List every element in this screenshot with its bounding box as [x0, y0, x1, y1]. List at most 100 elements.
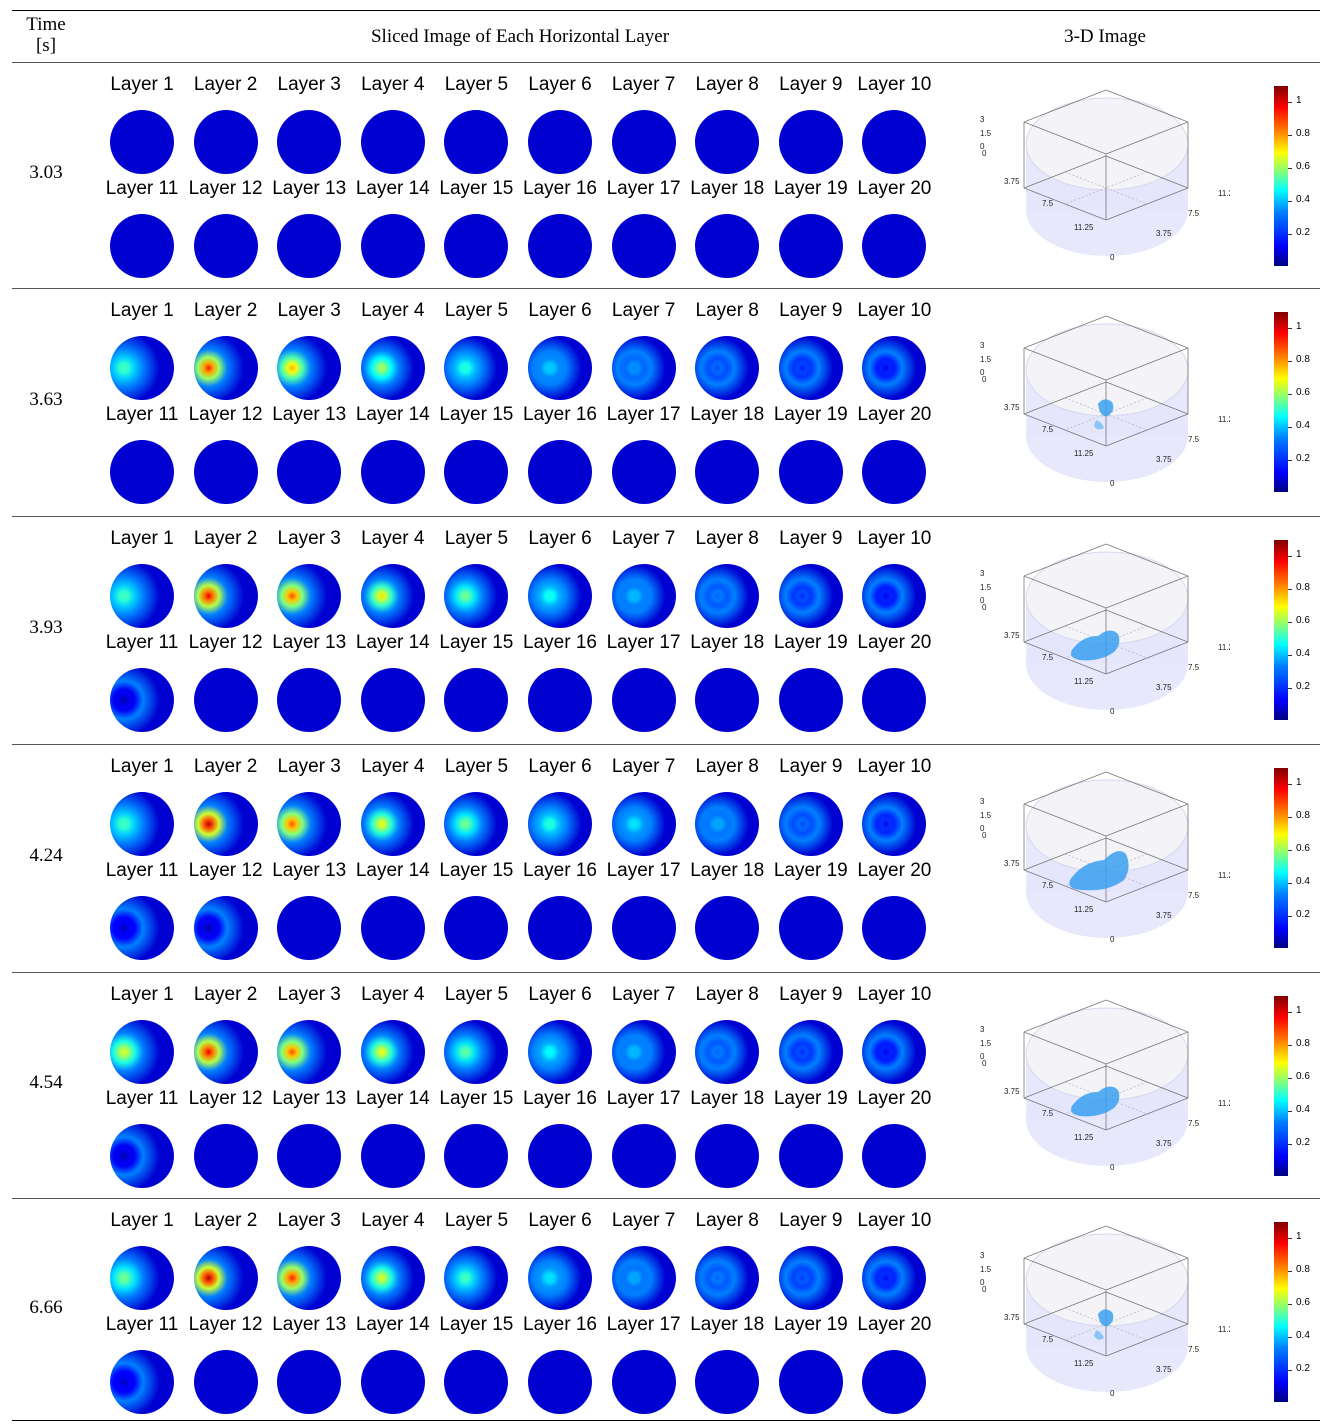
layer-slice-image	[862, 564, 927, 628]
layer-label: Layer 18	[690, 632, 765, 653]
layer-slice-image	[444, 668, 509, 732]
y-tick-label: 0	[1110, 935, 1115, 944]
layer-slice-image	[611, 336, 676, 400]
colorbar-tick-label: 0.4	[1296, 194, 1310, 205]
layer-slice-image	[611, 214, 676, 278]
layer-label: Layer 7	[611, 300, 676, 321]
colorbar-tick-label: 0.4	[1296, 1330, 1310, 1341]
layer-label: Layer 13	[272, 178, 347, 199]
colorbar-tick-mark	[1288, 135, 1292, 136]
layer-slice-image	[862, 792, 927, 856]
colorbar-tick-label: 1	[1296, 95, 1302, 106]
x-tick-label: 3.75	[1004, 631, 1020, 640]
colorbar	[1274, 312, 1288, 492]
layer-slice-image	[360, 564, 425, 628]
x-tick-label: 0	[982, 149, 987, 158]
colorbar-tick-mark	[1288, 655, 1292, 656]
layer-slice-image	[695, 1124, 760, 1188]
layer-label: Layer 1	[110, 1210, 174, 1231]
layer-label: Layer 5	[444, 528, 509, 549]
z-tick-label: 3	[980, 797, 985, 806]
colorbar-tick-mark	[1288, 234, 1292, 235]
colorbar-tick-label: 1	[1296, 549, 1302, 560]
layer-label: Layer 15	[439, 404, 514, 425]
layer-slice-image	[778, 1350, 843, 1414]
layer-slice-image	[277, 440, 342, 504]
colorbar-tick-label: 0.4	[1296, 1104, 1310, 1115]
layer-slice-image	[528, 1124, 592, 1188]
colorbar-tick-mark	[1288, 1078, 1292, 1079]
layer-slice-image	[110, 110, 174, 174]
colorbar-tick-mark	[1288, 784, 1292, 785]
layer-slice-image	[778, 336, 843, 400]
cylinder-bottom	[1026, 1074, 1188, 1166]
layer-label: Layer 18	[690, 1088, 765, 1109]
colorbar-tick-label: 0.8	[1296, 1264, 1310, 1275]
y-tick-label: 3.75	[1156, 455, 1172, 464]
colorbar	[1274, 86, 1288, 266]
layer-slice-image	[862, 1350, 927, 1414]
layer-slice-image	[611, 1124, 676, 1188]
layer-slice-image	[695, 1246, 760, 1310]
colorbar	[1274, 1222, 1288, 1402]
layer-slice-image	[277, 336, 342, 400]
row-separator	[12, 744, 1320, 745]
layer-label: Layer 17	[606, 404, 681, 425]
layer-slice-image	[360, 336, 425, 400]
z-tick-label: 0	[980, 1278, 985, 1287]
layer-label: Layer 16	[523, 1088, 597, 1109]
box-edge	[1105, 121, 1189, 155]
colorbar-tick-mark	[1288, 556, 1292, 557]
colorbar-tick-mark	[1288, 883, 1292, 884]
layer-slice-image	[528, 440, 592, 504]
layer-label: Layer 19	[773, 178, 848, 199]
z-tick-label: 3	[980, 1025, 985, 1034]
layer-slice-image	[110, 896, 174, 960]
layer-label: Layer 7	[611, 756, 676, 777]
layer-label: Layer 6	[528, 74, 592, 95]
x-tick-label: 3.75	[1004, 859, 1020, 868]
box-edge	[1105, 315, 1189, 349]
layer-slice-image	[528, 896, 592, 960]
colorbar-tick-label: 0.2	[1296, 681, 1310, 692]
layer-slice-image	[862, 336, 927, 400]
y-tick-label: 11.25	[1218, 1099, 1230, 1108]
layer-label: Layer 2	[193, 756, 258, 777]
layer-label: Layer 9	[779, 1210, 843, 1231]
layer-label: Layer 13	[272, 1088, 347, 1109]
layer-label: Layer 10	[857, 74, 932, 95]
layer-slice-image	[444, 564, 509, 628]
layer-slice-image	[528, 1246, 592, 1310]
x-tick-label: 0	[982, 831, 987, 840]
row-separator	[12, 1198, 1320, 1199]
layer-slice-image	[193, 668, 258, 732]
layer-slice-image	[360, 110, 425, 174]
box-edge	[1105, 89, 1189, 123]
layer-slice-image	[695, 896, 760, 960]
y-tick-label: 0	[1110, 1389, 1115, 1398]
layer-label: Layer 15	[439, 178, 514, 199]
layer-label: Layer 19	[773, 404, 848, 425]
x-tick-label: 3.75	[1004, 1313, 1020, 1322]
layer-slice-image	[110, 214, 174, 278]
colorbar-tick-label: 1	[1296, 777, 1302, 788]
layer-slice-image	[360, 1124, 425, 1188]
time-value: 3.03	[29, 162, 63, 183]
y-tick-label: 7.5	[1188, 891, 1200, 900]
cylinder-bottom	[1026, 164, 1188, 256]
colorbar-tick-label: 1	[1296, 1231, 1302, 1242]
colorbar-tick-mark	[1288, 622, 1292, 623]
z-tick-label: 0	[980, 142, 985, 151]
layer-slice-image	[193, 336, 258, 400]
x-tick-label: 7.5	[1042, 199, 1054, 208]
layer-label: Layer 7	[611, 1210, 676, 1231]
x-tick-label: 0	[982, 1059, 987, 1068]
layer-slice-image	[360, 792, 425, 856]
z-tick-label: 0	[980, 1052, 985, 1061]
layer-slice-image	[778, 440, 843, 504]
layer-label: Layer 18	[690, 404, 765, 425]
colorbar	[1274, 996, 1288, 1176]
layer-slice-image	[360, 1350, 425, 1414]
layer-label: Layer 7	[611, 984, 676, 1005]
